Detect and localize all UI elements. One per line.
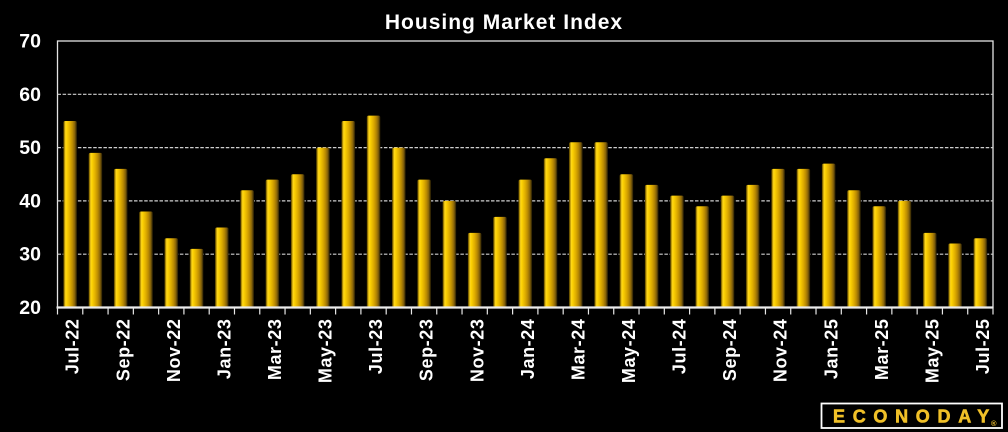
svg-text:Sep-24: Sep-24 — [720, 319, 740, 382]
svg-text:Sep-23: Sep-23 — [417, 319, 437, 382]
svg-text:Mar-23: Mar-23 — [265, 319, 285, 381]
svg-text:Jul-22: Jul-22 — [63, 319, 83, 375]
svg-text:May-25: May-25 — [922, 319, 942, 384]
svg-text:Jul-25: Jul-25 — [973, 319, 993, 375]
svg-text:Nov-22: Nov-22 — [164, 319, 184, 383]
svg-text:May-24: May-24 — [619, 319, 639, 384]
svg-text:ECONODAY: ECONODAY — [833, 407, 997, 427]
svg-text:20: 20 — [19, 297, 41, 319]
svg-text:Jan-24: Jan-24 — [518, 319, 538, 380]
svg-text:60: 60 — [19, 84, 41, 106]
svg-text:40: 40 — [19, 190, 41, 212]
svg-text:Sep-22: Sep-22 — [113, 319, 133, 382]
svg-text:Mar-24: Mar-24 — [568, 319, 588, 381]
svg-text:70: 70 — [19, 31, 41, 53]
svg-text:Jan-23: Jan-23 — [214, 319, 234, 380]
svg-text:May-23: May-23 — [316, 319, 336, 384]
svg-text:Mar-25: Mar-25 — [872, 319, 892, 381]
svg-text:Jul-23: Jul-23 — [366, 319, 386, 375]
svg-text:50: 50 — [19, 137, 41, 159]
svg-text:Housing Market Index: Housing Market Index — [385, 11, 623, 34]
svg-text:Jul-24: Jul-24 — [670, 319, 690, 375]
svg-text:30: 30 — [19, 244, 41, 266]
svg-text:®: ® — [991, 419, 997, 428]
svg-text:Nov-23: Nov-23 — [467, 319, 487, 383]
svg-text:Nov-24: Nov-24 — [771, 319, 791, 383]
svg-text:Jan-25: Jan-25 — [821, 319, 841, 380]
